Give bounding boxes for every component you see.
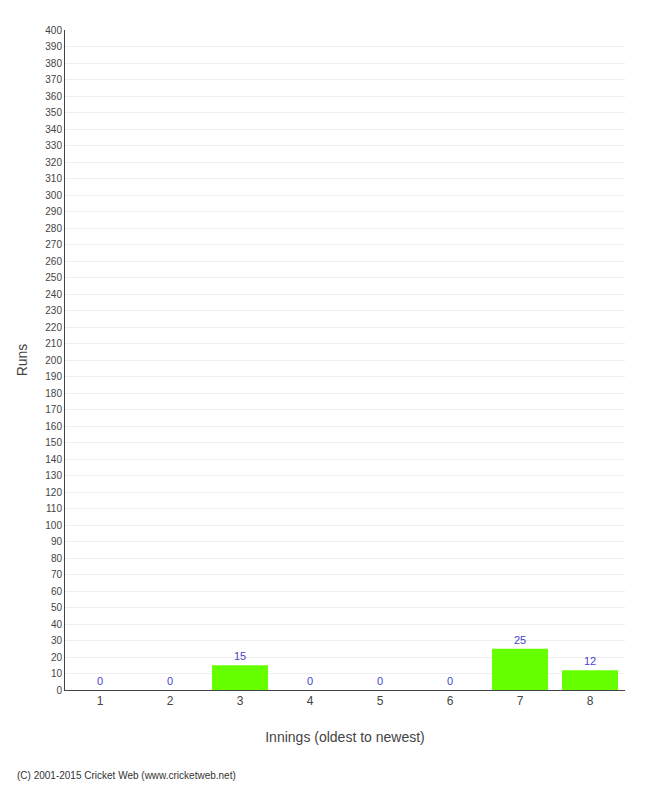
svg-text:140: 140 bbox=[45, 454, 62, 465]
svg-text:1: 1 bbox=[97, 694, 104, 708]
svg-text:180: 180 bbox=[45, 388, 62, 399]
svg-text:0: 0 bbox=[307, 675, 313, 687]
svg-text:2: 2 bbox=[167, 694, 174, 708]
svg-text:190: 190 bbox=[45, 371, 62, 382]
svg-text:170: 170 bbox=[45, 404, 62, 415]
svg-text:60: 60 bbox=[51, 586, 63, 597]
svg-text:6: 6 bbox=[447, 694, 454, 708]
svg-text:310: 310 bbox=[45, 173, 62, 184]
svg-text:30: 30 bbox=[51, 635, 63, 646]
svg-text:15: 15 bbox=[234, 650, 246, 662]
svg-text:400: 400 bbox=[45, 25, 62, 36]
svg-text:5: 5 bbox=[377, 694, 384, 708]
svg-text:390: 390 bbox=[45, 41, 62, 52]
svg-text:220: 220 bbox=[45, 322, 62, 333]
svg-text:210: 210 bbox=[45, 338, 62, 349]
svg-text:150: 150 bbox=[45, 437, 62, 448]
svg-text:40: 40 bbox=[51, 619, 63, 630]
svg-text:7: 7 bbox=[517, 694, 524, 708]
svg-text:230: 230 bbox=[45, 305, 62, 316]
svg-text:80: 80 bbox=[51, 553, 63, 564]
svg-text:Innings (oldest to newest): Innings (oldest to newest) bbox=[265, 729, 425, 745]
svg-text:270: 270 bbox=[45, 239, 62, 250]
svg-text:200: 200 bbox=[45, 355, 62, 366]
svg-text:Runs: Runs bbox=[14, 344, 30, 377]
svg-text:260: 260 bbox=[45, 256, 62, 267]
svg-text:380: 380 bbox=[45, 58, 62, 69]
svg-text:320: 320 bbox=[45, 157, 62, 168]
svg-text:130: 130 bbox=[45, 470, 62, 481]
svg-text:90: 90 bbox=[51, 536, 63, 547]
svg-text:360: 360 bbox=[45, 91, 62, 102]
svg-text:4: 4 bbox=[307, 694, 314, 708]
svg-text:12: 12 bbox=[584, 655, 596, 667]
svg-text:70: 70 bbox=[51, 569, 63, 580]
svg-text:290: 290 bbox=[45, 206, 62, 217]
svg-text:10: 10 bbox=[51, 668, 63, 679]
svg-text:330: 330 bbox=[45, 140, 62, 151]
svg-text:340: 340 bbox=[45, 124, 62, 135]
svg-text:120: 120 bbox=[45, 487, 62, 498]
svg-text:3: 3 bbox=[237, 694, 244, 708]
svg-text:0: 0 bbox=[377, 675, 383, 687]
svg-text:240: 240 bbox=[45, 289, 62, 300]
svg-text:50: 50 bbox=[51, 602, 63, 613]
svg-text:0: 0 bbox=[56, 685, 62, 696]
svg-text:350: 350 bbox=[45, 107, 62, 118]
svg-text:100: 100 bbox=[45, 520, 62, 531]
svg-text:0: 0 bbox=[167, 675, 173, 687]
svg-text:370: 370 bbox=[45, 74, 62, 85]
svg-text:25: 25 bbox=[514, 634, 526, 646]
svg-text:0: 0 bbox=[447, 675, 453, 687]
svg-text:(C) 2001-2015 Cricket Web (www: (C) 2001-2015 Cricket Web (www.cricketwe… bbox=[17, 770, 236, 781]
svg-text:8: 8 bbox=[587, 694, 594, 708]
svg-text:0: 0 bbox=[97, 675, 103, 687]
svg-text:300: 300 bbox=[45, 190, 62, 201]
svg-text:280: 280 bbox=[45, 223, 62, 234]
svg-text:20: 20 bbox=[51, 652, 63, 663]
svg-text:160: 160 bbox=[45, 421, 62, 432]
svg-text:250: 250 bbox=[45, 272, 62, 283]
svg-text:110: 110 bbox=[46, 503, 62, 514]
